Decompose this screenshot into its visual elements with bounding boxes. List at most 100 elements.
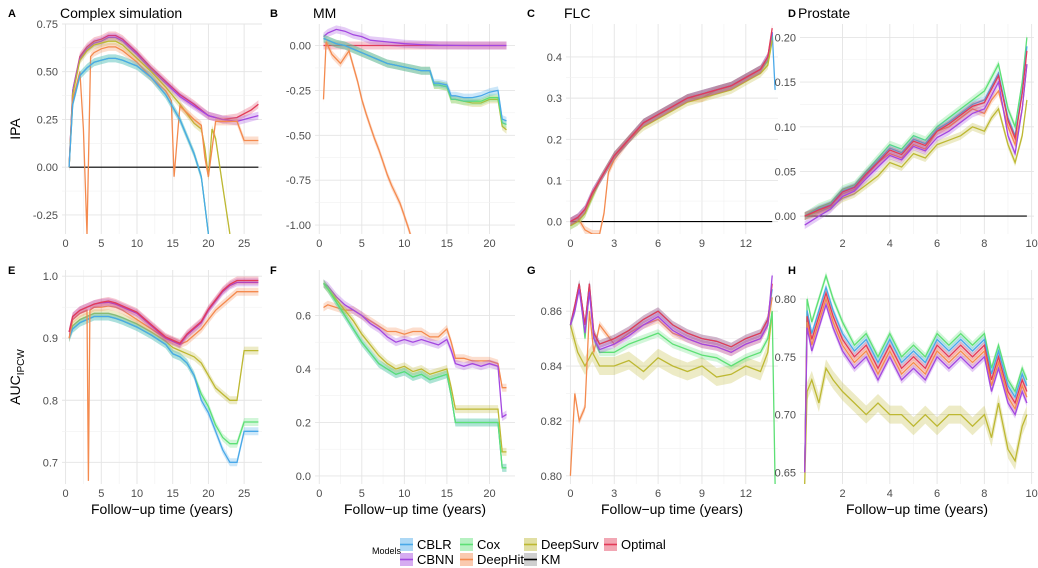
- series-line-cox: [322, 282, 507, 469]
- gridlines: [566, 270, 778, 484]
- panel-title: FLC: [564, 5, 590, 21]
- panel-title: Prostate: [798, 5, 850, 21]
- x-tick-label: 10: [398, 488, 410, 500]
- panel-letter: D: [788, 8, 796, 20]
- legend-item-km: KM: [524, 552, 561, 567]
- panel-a: 0 5 10 15 20 25 -0.25 0.00 0.25 0.50 0.75 A Complex …: [7, 5, 262, 250]
- series-line-deephit: [322, 41, 411, 234]
- x-tick-label: 3: [611, 238, 617, 250]
- ci-band-cblr: [570, 28, 776, 226]
- ci-band-cbnn: [323, 279, 507, 422]
- panel-letter: A: [8, 8, 16, 20]
- y-tick-label: 0.00: [37, 162, 58, 174]
- ci-band-deepsurv: [69, 37, 230, 234]
- series-line-cox: [804, 273, 1028, 473]
- panel-f: 0 5 10 15 20 0.0 0.2 0.4 0.6 F Follow−up time (yea…: [270, 265, 515, 517]
- y-tick-label: 0.9: [43, 333, 58, 345]
- x-tick-label: 25: [238, 238, 250, 250]
- x-tick-label: 9: [699, 238, 705, 250]
- legend-label: Optimal: [621, 537, 666, 552]
- series-group: [804, 271, 1028, 484]
- x-tick-label: 10: [1026, 488, 1038, 500]
- x-axis-label: Follow−up time (years): [344, 501, 486, 517]
- y-tick-label: 0.3: [547, 93, 562, 105]
- panel-letter: H: [788, 265, 796, 277]
- series-line-cbnn: [323, 28, 507, 47]
- panel-letter: G: [527, 265, 536, 277]
- series-line-optimal: [569, 283, 773, 348]
- x-tick-label: 10: [1026, 238, 1038, 250]
- y-tick-label: -0.25: [33, 210, 58, 222]
- x-tick-label: 20: [483, 238, 495, 250]
- y-tick-label: 0.2: [547, 134, 562, 146]
- series-line-cbnn: [804, 64, 1028, 226]
- x-tick-label: 4: [887, 488, 893, 500]
- series-line-cblr: [570, 32, 776, 223]
- x-tick-label: 2: [839, 488, 845, 500]
- x-tick-label: 6: [934, 488, 940, 500]
- gridlines: [315, 24, 515, 234]
- x-tick-label: 3: [611, 488, 617, 500]
- y-tick-label: 0.80: [775, 294, 796, 306]
- y-tick-label: 0.6: [296, 310, 311, 322]
- ci-band-cbnn: [804, 60, 1027, 230]
- x-tick-label: 15: [167, 238, 179, 250]
- x-tick-label: 5: [98, 238, 104, 250]
- y-tick-label: 0.2: [296, 417, 311, 429]
- ci-band-deephit: [323, 300, 507, 392]
- y-tick-label: -0.50: [286, 130, 311, 142]
- x-tick-label: 6: [655, 238, 661, 250]
- ci-band-cox: [323, 34, 507, 129]
- y-tick-label: 0.00: [290, 41, 311, 53]
- y-tick-label: 0.82: [541, 416, 562, 428]
- panel-letter: C: [527, 8, 535, 20]
- y-tick-label: 0.0: [296, 471, 311, 483]
- ci-band-optimal: [570, 279, 773, 351]
- ci-band-deepsurv: [323, 279, 507, 456]
- legend-label: CBLR: [417, 537, 452, 552]
- x-tick-label: 20: [202, 488, 214, 500]
- ci-band-cbnn: [570, 28, 773, 226]
- x-tick-label: 10: [131, 238, 143, 250]
- x-tick-label: 12: [740, 488, 752, 500]
- x-tick-label: 8: [981, 238, 987, 250]
- y-axis-label-subscript: IPCW: [16, 349, 27, 376]
- panel-letter: E: [8, 265, 15, 277]
- ci-band-cblr: [804, 42, 1027, 221]
- legend-title: Models: [372, 546, 402, 556]
- legend-label: DeepSurv: [541, 537, 599, 552]
- panel-title: MM: [313, 5, 336, 21]
- legend-item-cblr: CBLR: [400, 537, 452, 552]
- y-tick-label: 0.75: [37, 19, 58, 31]
- x-tick-label: 20: [202, 238, 214, 250]
- ci-band-cbnn: [69, 278, 259, 349]
- x-tick-label: 0: [63, 238, 69, 250]
- panel-letter: B: [270, 8, 278, 20]
- series-line-optimal: [804, 50, 1028, 217]
- ci-band-optimal: [570, 24, 773, 226]
- panel-h: 2 4 6 8 10 0.65 0.70 0.75 0.80 H Follow−up time (y…: [775, 265, 1038, 517]
- panel-g: 0 3 6 9 12 0.80 0.82 0.84 0.86 G Follow−up time (y…: [527, 265, 778, 517]
- ci-band-deepsurv: [69, 309, 259, 405]
- y-tick-label: 0.4: [296, 364, 311, 376]
- panel-d: 2 4 6 8 10 0.00 0.05 0.10 0.15 0.20 D Prostate: [775, 5, 1038, 250]
- y-tick-label: -0.75: [286, 175, 311, 187]
- x-tick-label: 6: [934, 238, 940, 250]
- x-tick-label: 8: [981, 488, 987, 500]
- x-tick-label: 0: [316, 238, 322, 250]
- x-tick-label: 0: [567, 238, 573, 250]
- legend-item-optimal: Optimal: [604, 537, 666, 552]
- ci-band-cblr: [570, 279, 773, 351]
- y-axis-label: IPA: [7, 118, 23, 140]
- y-tick-label: 0.1: [547, 175, 562, 187]
- y-tick-label: 0.0: [547, 217, 562, 229]
- gridlines: [566, 24, 778, 234]
- gridlines: [62, 270, 262, 484]
- y-tick-label: 0.25: [37, 114, 58, 126]
- x-tick-label: 25: [238, 488, 250, 500]
- legend-label: DeepHit: [477, 552, 524, 567]
- y-tick-label: 0.7: [43, 457, 58, 469]
- panel-e: 0 5 10 15 20 25 0.7 0.8 0.9 1.0 E Follow−up time (y…: [7, 265, 262, 517]
